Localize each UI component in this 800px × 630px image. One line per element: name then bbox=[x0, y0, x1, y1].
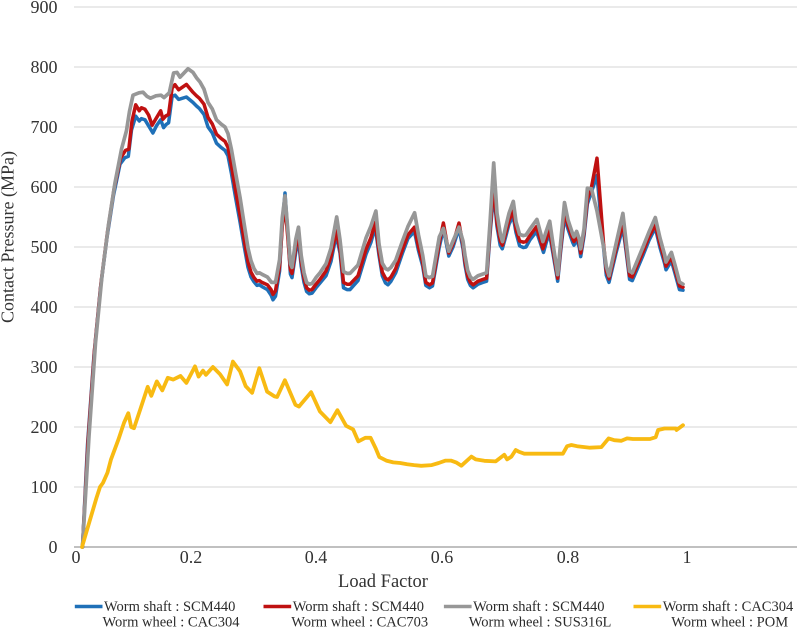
svg-text:200: 200 bbox=[31, 417, 58, 437]
svg-text:0: 0 bbox=[49, 537, 58, 557]
svg-text:0.8: 0.8 bbox=[557, 547, 580, 567]
svg-text:Worm shaft : SCM440: Worm shaft : SCM440 bbox=[293, 599, 424, 615]
svg-text:Worm wheel : CAC304: Worm wheel : CAC304 bbox=[103, 615, 241, 630]
svg-text:800: 800 bbox=[31, 57, 58, 77]
svg-text:100: 100 bbox=[31, 477, 58, 497]
svg-text:Worm wheel : SUS316L: Worm wheel : SUS316L bbox=[469, 615, 612, 630]
svg-text:300: 300 bbox=[31, 357, 58, 377]
svg-text:Worm shaft : CAC304: Worm shaft : CAC304 bbox=[663, 599, 794, 615]
svg-text:Worm wheel : POM: Worm wheel : POM bbox=[671, 615, 788, 630]
svg-text:500: 500 bbox=[31, 237, 58, 257]
svg-text:Load Factor: Load Factor bbox=[338, 572, 428, 592]
svg-text:Worm shaft : SCM440: Worm shaft : SCM440 bbox=[104, 599, 235, 615]
svg-text:1: 1 bbox=[683, 547, 692, 567]
svg-text:600: 600 bbox=[31, 177, 58, 197]
svg-text:400: 400 bbox=[31, 297, 58, 317]
svg-text:0.2: 0.2 bbox=[180, 547, 203, 567]
svg-text:0.6: 0.6 bbox=[431, 547, 454, 567]
svg-text:Worm wheel : CAC703: Worm wheel : CAC703 bbox=[291, 615, 428, 630]
svg-text:Contact Pressure (MPa): Contact Pressure (MPa) bbox=[0, 151, 19, 323]
svg-text:0.4: 0.4 bbox=[305, 547, 328, 567]
svg-text:Worm shaft : SCM440: Worm shaft : SCM440 bbox=[473, 599, 604, 615]
svg-text:0: 0 bbox=[72, 547, 81, 567]
svg-text:700: 700 bbox=[31, 117, 58, 137]
svg-text:900: 900 bbox=[31, 0, 58, 17]
